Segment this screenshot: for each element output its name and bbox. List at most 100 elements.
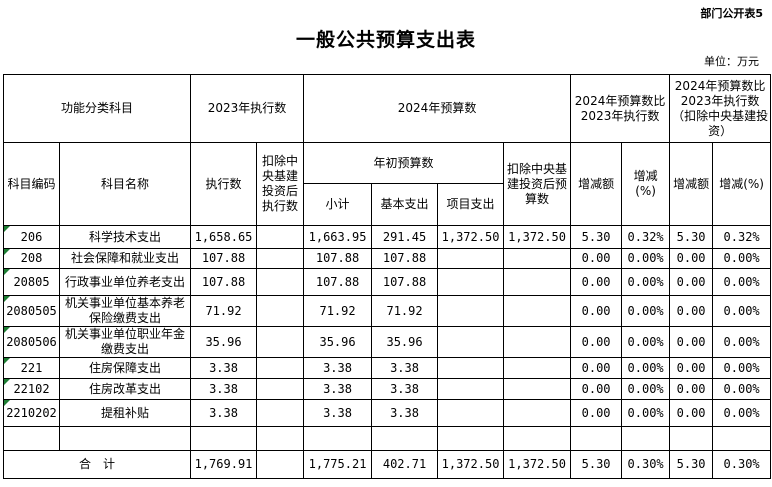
header-initial-budget: 年初预算数 xyxy=(303,142,505,184)
header-execution-2023: 2023年执行数 xyxy=(190,74,305,143)
cell-change-pct-excl: 0.00% xyxy=(712,378,772,400)
table-row: 221 住房保障支出 3.38 3.38 3.38 0.00 0.00% 0.0… xyxy=(3,357,772,379)
empty-cell xyxy=(371,426,439,451)
empty-row xyxy=(3,426,772,451)
unit-label: 单位：万元 xyxy=(704,55,759,68)
cell-name: 住房改革支出 xyxy=(58,378,192,400)
empty-cell xyxy=(669,426,714,451)
cell-basic: 71.92 xyxy=(371,295,439,327)
total-change-pct: 0.30% xyxy=(621,450,671,479)
header-basic-expenditure: 基本支出 xyxy=(371,183,439,226)
cell-name: 科学技术支出 xyxy=(58,225,192,249)
cell-budget-excl xyxy=(503,268,572,296)
cell-execution-excl xyxy=(256,225,305,249)
cell-name: 社会保障和就业支出 xyxy=(58,248,192,269)
cell-change-amount: 0.00 xyxy=(570,248,623,269)
table-row: 208 社会保障和就业支出 107.88 107.88 107.88 0.00 … xyxy=(3,248,772,269)
cell-change-amount: 0.00 xyxy=(570,399,623,427)
empty-cell xyxy=(3,426,60,451)
cell-basic: 107.88 xyxy=(371,248,439,269)
excel-flag-icon xyxy=(4,379,10,385)
code-text: 2080505 xyxy=(6,303,57,318)
total-change-pct-excl: 0.30% xyxy=(712,450,772,479)
page-title: 一般公共预算支出表 xyxy=(295,29,476,51)
cell-execution-excl xyxy=(256,268,305,296)
total-project: 1,372.50 xyxy=(437,450,505,479)
cell-change-pct-excl: 0.00% xyxy=(712,326,772,358)
cell-budget-excl xyxy=(503,399,572,427)
cell-execution-excl xyxy=(256,399,305,427)
header-change-pct: 增减(%) xyxy=(621,142,671,226)
table-row: 2210202 提租补贴 3.38 3.38 3.38 0.00 0.00% 0… xyxy=(3,399,772,427)
code-text: 20805 xyxy=(13,274,50,289)
header-change-amount-excl: 增减额 xyxy=(669,142,714,226)
total-basic: 402.71 xyxy=(371,450,439,479)
table-row: 2080505 机关事业单位基本养老保险缴费支出 71.92 71.92 71.… xyxy=(3,295,772,327)
cell-change-amount: 0.00 xyxy=(570,326,623,358)
cell-budget-excl xyxy=(503,326,572,358)
cell-basic: 3.38 xyxy=(371,399,439,427)
header-subject-name: 科目名称 xyxy=(58,142,192,226)
header-execution: 执行数 xyxy=(190,142,258,226)
header-change-amount: 增减额 xyxy=(570,142,623,226)
code-text: 221 xyxy=(20,360,43,375)
cell-execution-excl xyxy=(256,248,305,269)
cell-change-amount-excl: 0.00 xyxy=(669,378,714,400)
header-sub-row-2: 小计 基本支出 项目支出 xyxy=(4,183,771,226)
cell-change-pct: 0.00% xyxy=(621,378,671,400)
cell-change-amount-excl: 0.00 xyxy=(669,357,714,379)
cell-subtotal: 107.88 xyxy=(303,248,373,269)
cell-project xyxy=(437,378,505,400)
cell-name: 提租补贴 xyxy=(58,399,192,427)
cell-change-pct: 0.00% xyxy=(621,357,671,379)
empty-cell xyxy=(621,426,671,451)
cell-code: 2080506 xyxy=(3,326,60,358)
cell-change-pct: 0.00% xyxy=(621,399,671,427)
total-label: 合 计 xyxy=(2,450,192,479)
code-text: 2210202 xyxy=(6,405,57,420)
header-project-expenditure: 项目支出 xyxy=(437,183,505,226)
cell-code: 20805 xyxy=(3,268,60,296)
empty-cell xyxy=(58,426,192,451)
header-budget-excl-capital: 扣除中央基建投资后预算数 xyxy=(503,142,572,226)
cell-basic: 35.96 xyxy=(371,326,439,358)
cell-budget-excl xyxy=(503,248,572,269)
code-text: 2080506 xyxy=(6,334,57,349)
cell-change-pct-excl: 0.00% xyxy=(712,295,772,327)
table-row: 20805 行政事业单位养老支出 107.88 107.88 107.88 0.… xyxy=(3,268,772,296)
cell-execution-excl xyxy=(256,295,305,327)
header-budget-vs-execution-excl: 2024年预算数比2023年执行数（扣除中央基建投资） xyxy=(669,74,772,143)
cell-execution: 3.38 xyxy=(190,399,258,427)
header-execution-excl-capital: 扣除中央基建投资后执行数 xyxy=(256,142,305,226)
code-text: 206 xyxy=(20,229,43,244)
excel-flag-icon xyxy=(4,296,10,302)
cell-name: 住房保障支出 xyxy=(58,357,192,379)
cell-subtotal: 107.88 xyxy=(303,268,373,296)
cell-project xyxy=(437,399,505,427)
empty-cell xyxy=(190,426,258,451)
cell-budget-excl xyxy=(503,295,572,327)
excel-flag-icon xyxy=(4,327,10,333)
cell-execution: 107.88 xyxy=(190,268,258,296)
header-change-pct-excl: 增减(%) xyxy=(712,142,772,226)
header-budget-2024: 2024年预算数 xyxy=(303,74,572,143)
cell-code: 208 xyxy=(3,248,60,269)
cell-change-pct: 0.00% xyxy=(621,248,671,269)
cell-project xyxy=(437,357,505,379)
header-functional-category: 功能分类科目 xyxy=(2,74,192,143)
total-row: 合 计 1,769.91 1,775.21 402.71 1,372.50 1,… xyxy=(2,450,772,479)
excel-flag-icon xyxy=(4,358,10,364)
empty-cell xyxy=(503,426,572,451)
cell-project xyxy=(437,248,505,269)
table-row: 206 科学技术支出 1,658.65 1,663.95 291.45 1,37… xyxy=(3,225,772,249)
empty-cell xyxy=(303,426,373,451)
cell-budget-excl xyxy=(503,357,572,379)
cell-basic: 3.38 xyxy=(371,378,439,400)
cell-name: 机关事业单位基本养老保险缴费支出 xyxy=(58,295,192,327)
cell-code: 22102 xyxy=(3,378,60,400)
cell-change-pct: 0.00% xyxy=(621,295,671,327)
cell-change-amount-excl: 5.30 xyxy=(669,225,714,249)
cell-basic: 3.38 xyxy=(371,357,439,379)
cell-change-amount: 0.00 xyxy=(570,357,623,379)
excel-flag-icon xyxy=(4,269,10,275)
